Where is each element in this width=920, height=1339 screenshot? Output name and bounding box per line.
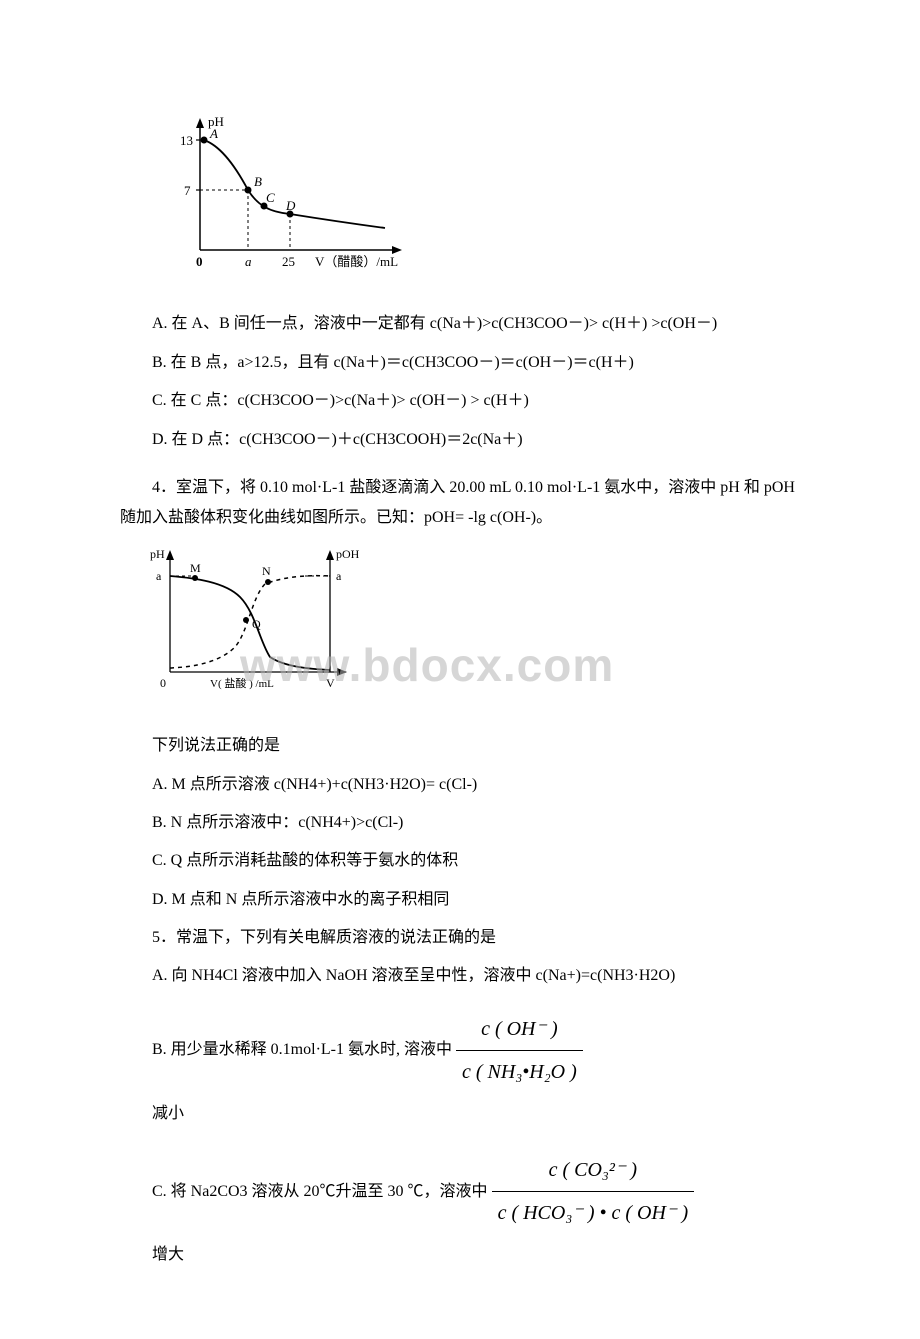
point-m: M [190, 561, 201, 575]
q4-option-c: C. Q 点所示消耗盐酸的体积等于氨水的体积 [120, 846, 800, 876]
left-label: pH [150, 547, 165, 561]
titration-graph-1: 13 7 pH A B C D 0 a 25 V（醋酸）/mL [160, 110, 800, 291]
ytick-13: 13 [180, 133, 193, 148]
q4-stem: 4．室温下，将 0.10 mol·L-1 盐酸逐滴滴入 20.00 mL 0.1… [120, 473, 800, 534]
q4-option-a: A. M 点所示溶液 c(NH4+)+c(NH3·H2O)= c(Cl-) [120, 770, 800, 800]
frac-b-den: c ( NH₃•H₂O ) [456, 1050, 583, 1091]
q5-option-c-tail: 增大 [152, 1240, 800, 1270]
left-a: a [156, 569, 162, 583]
x-axis-label-2: V( 盐酸 ) /mL [210, 676, 274, 690]
frac-c-den: c ( HCO₃⁻ ) • c ( OH⁻ ) [492, 1191, 695, 1232]
ytick-7: 7 [184, 183, 191, 198]
q3-option-c: C. 在 C 点：c(CH3COO－)>c(Na＋)> c(OH－) > c(H… [120, 386, 800, 416]
q5-option-b-lead: B. 用少量水稀释 0.1mol·L-1 氨水时, 溶液中 [152, 1035, 452, 1065]
q4-option-b: B. N 点所示溶液中：c(NH4+)>c(Cl-) [120, 808, 800, 838]
right-a: a [336, 569, 342, 583]
q4-followup: 下列说法正确的是 [120, 731, 800, 761]
q5-stem: 5．常温下，下列有关电解质溶液的说法正确的是 [120, 923, 800, 953]
q5-option-c-lead: C. 将 Na2CO3 溶液从 20℃升温至 30 ℃，溶液中 [152, 1177, 488, 1207]
point-c: C [266, 190, 275, 205]
frac-b-num: c ( OH⁻ ) [456, 1010, 583, 1050]
origin-1: 0 [196, 254, 203, 269]
q5-option-c-line: C. 将 Na2CO3 溶液从 20℃升温至 30 ℃，溶液中 c ( CO₃²… [152, 1151, 800, 1232]
right-label: pOH [336, 547, 360, 561]
point-a: A [209, 126, 218, 141]
titration-graph-2: pH pOH a a M N Q 0 V( 盐酸 ) /mL V [140, 542, 800, 713]
xtick-a: a [245, 254, 252, 269]
q5-option-b-line: B. 用少量水稀释 0.1mol·L-1 氨水时, 溶液中 c ( OH⁻ ) … [152, 1010, 800, 1091]
origin-2: 0 [160, 676, 166, 690]
point-q: Q [252, 617, 261, 631]
q3-option-d: D. 在 D 点：c(CH3COO－)＋c(CH3COOH)＝2c(Na＋) [120, 425, 800, 455]
q5-option-a: A. 向 NH4Cl 溶液中加入 NaOH 溶液至呈中性，溶液中 c(Na+)=… [120, 961, 800, 991]
fraction-b: c ( OH⁻ ) c ( NH₃•H₂O ) [456, 1010, 583, 1091]
point-n: N [262, 564, 271, 578]
q3-option-b: B. 在 B 点，a>12.5，且有 c(Na＋)＝c(CH3COO－)＝c(O… [120, 348, 800, 378]
frac-c-num: c ( CO₃²⁻ ) [492, 1151, 695, 1191]
q3-option-a: A. 在 A、B 间任一点，溶液中一定都有 c(Na＋)>c(CH3COO－)>… [120, 309, 800, 339]
point-b: B [254, 174, 262, 189]
x-axis-label-1: V（醋酸）/mL [315, 254, 398, 269]
v-label: V [326, 676, 335, 690]
fraction-c: c ( CO₃²⁻ ) c ( HCO₃⁻ ) • c ( OH⁻ ) [492, 1151, 695, 1232]
xtick-25: 25 [282, 254, 295, 269]
q5-option-b-tail: 减小 [152, 1099, 800, 1129]
point-d: D [285, 198, 296, 213]
q4-option-d: D. M 点和 N 点所示溶液中水的离子积相同 [120, 885, 800, 915]
